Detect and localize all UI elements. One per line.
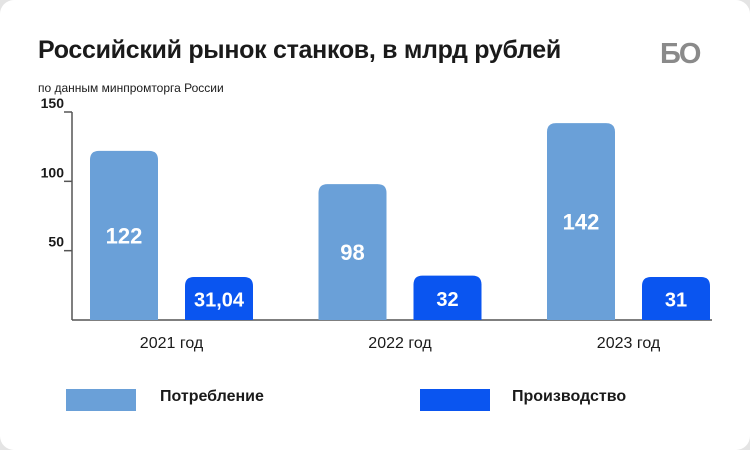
x-category-label: 2022 год [368,335,432,352]
x-category-label: 2023 год [597,335,661,352]
logo-text: БО [660,38,701,70]
bar-production [642,277,710,320]
legend-swatch-production [420,389,490,411]
bar-value-label: 98 [340,240,364,265]
y-tick-label: 100 [41,164,65,180]
x-category-label: 2021 год [140,335,204,352]
bar-consumption [547,123,615,321]
bar-production [185,276,253,320]
y-tick-label: 150 [41,95,65,111]
legend-label-production: Производство [512,388,627,405]
legend-label-consumption: Потребление [160,388,264,405]
bar-value-label: 142 [563,210,600,235]
bar-value-label: 31 [665,290,687,312]
legend-swatch-consumption [66,389,136,411]
bar-value-label: 32 [436,289,458,311]
bar-value-label: 122 [106,223,143,248]
bar-consumption [318,184,387,320]
bar-consumption [90,150,158,320]
y-tick-label: 50 [48,234,64,250]
chart-title: Российский рынок станков, в млрд рублей [38,36,561,64]
bar-value-label: 31,04 [194,289,245,311]
chart-subtitle: по данным минпромторга России [38,81,224,95]
bo-logo: БО [660,38,712,74]
bar-production [413,275,482,320]
